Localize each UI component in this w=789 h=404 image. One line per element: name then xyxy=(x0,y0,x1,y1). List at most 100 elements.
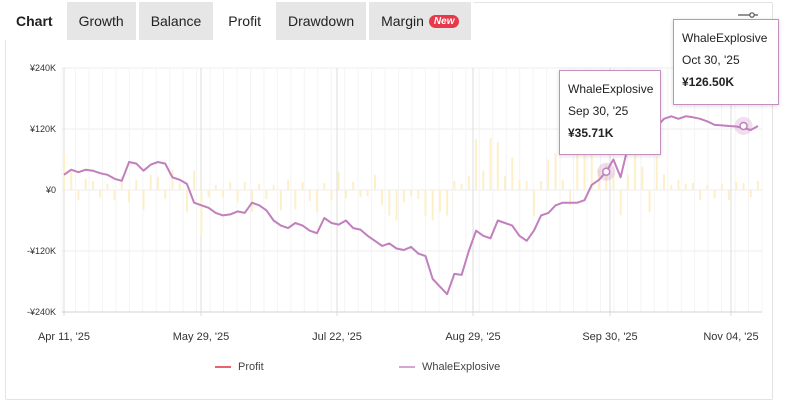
profit-bar xyxy=(178,182,181,190)
profit-bar xyxy=(359,190,362,198)
tooltip-series: WhaleExplosive xyxy=(568,82,654,96)
profit-bar xyxy=(402,190,405,203)
tooltip-sep-30: WhaleExplosive Sep 30, '25 ¥35.71K xyxy=(559,70,661,155)
profit-bar xyxy=(156,176,159,190)
profit-bar xyxy=(438,190,441,212)
profit-bar xyxy=(706,184,709,190)
tooltip-value: ¥126.50K xyxy=(682,75,735,89)
profit-bar xyxy=(460,183,463,190)
profit-bar xyxy=(229,182,232,190)
profit-bar xyxy=(265,190,268,200)
profit-bar xyxy=(272,184,275,190)
profit-bar xyxy=(453,180,456,190)
profit-bar xyxy=(547,159,550,190)
profit-bar xyxy=(287,179,290,190)
tab-label: Drawdown xyxy=(287,13,355,29)
profit-bar xyxy=(655,156,658,190)
x-tick-label: Apr 11, '25 xyxy=(38,331,90,343)
profit-bar xyxy=(691,182,694,190)
tab-drawdown[interactable]: Drawdown xyxy=(275,2,370,40)
profit-bar xyxy=(99,190,102,198)
tab-balance[interactable]: Balance xyxy=(138,2,217,40)
profit-bar xyxy=(648,190,651,213)
profit-bar xyxy=(352,181,355,190)
legend-label: Profit xyxy=(238,361,264,373)
profit-bar xyxy=(330,190,333,201)
profit-bar xyxy=(482,170,485,190)
profit-bar xyxy=(337,171,340,190)
profit-bar xyxy=(720,183,723,190)
profit-bar xyxy=(431,190,434,221)
profit-bar xyxy=(366,190,369,197)
profit-bar xyxy=(316,190,319,213)
profit-bar xyxy=(185,190,188,213)
profit-bars xyxy=(63,138,759,235)
profit-bar xyxy=(113,190,116,201)
tab-label: Balance xyxy=(150,13,202,29)
profit-bar xyxy=(532,190,535,216)
profit-bar xyxy=(663,174,666,190)
tab-label: Margin xyxy=(381,13,424,29)
tab-bar: Chart Growth Balance Profit Drawdown Mar… xyxy=(5,2,475,40)
profit-bar xyxy=(258,183,261,190)
profit-bar xyxy=(193,170,196,190)
profit-bar xyxy=(149,174,152,190)
profit-bar xyxy=(525,180,528,190)
legend-item-whaleexplosive[interactable]: WhaleExplosive xyxy=(399,361,500,373)
x-tick-label: Nov 04, '25 xyxy=(703,331,758,343)
profit-bar xyxy=(424,190,427,216)
profit-bar xyxy=(294,190,297,210)
tab-growth[interactable]: Growth xyxy=(66,2,139,40)
tab-label: Growth xyxy=(78,13,124,29)
profit-bar xyxy=(742,182,745,190)
legend: Profit WhaleExplosive xyxy=(0,361,789,375)
profit-bar xyxy=(301,181,304,190)
profit-bar xyxy=(634,146,637,190)
tooltip-date: Oct 30, '25 xyxy=(682,53,740,67)
profit-bar xyxy=(106,183,109,190)
tab-profit[interactable]: Profit xyxy=(216,2,276,40)
profit-bar xyxy=(250,190,253,213)
profit-bar xyxy=(590,148,593,190)
legend-item-profit[interactable]: Profit xyxy=(215,361,264,373)
tab-chart[interactable]: Chart xyxy=(5,2,67,40)
profit-bar xyxy=(489,138,492,190)
profit-bar xyxy=(236,190,239,203)
profit-bar xyxy=(728,190,731,201)
profit-bar xyxy=(475,139,478,190)
profit-bar xyxy=(735,181,738,190)
profit-bar xyxy=(612,173,615,190)
profit-bar xyxy=(84,178,87,190)
profit-bar xyxy=(323,182,326,190)
profit-bar xyxy=(410,190,412,197)
profit-bar xyxy=(554,153,557,190)
profit-bar xyxy=(214,184,217,190)
profit-bar xyxy=(70,169,73,190)
x-tick-label: Aug 29, '25 xyxy=(445,331,500,343)
profit-bar xyxy=(207,190,210,198)
tab-margin[interactable]: Margin New xyxy=(369,2,475,40)
legend-label: WhaleExplosive xyxy=(422,361,501,373)
tooltip-series: WhaleExplosive xyxy=(682,31,768,45)
profit-bar xyxy=(63,153,65,190)
profit-bar xyxy=(583,154,586,190)
profit-bar xyxy=(135,179,138,190)
x-tick-label: Sep 30, '25 xyxy=(582,331,637,343)
tooltip-value: ¥35.71K xyxy=(568,126,614,140)
y-tick-label: -¥120K xyxy=(27,246,56,256)
profit-bar xyxy=(308,190,311,202)
profit-bar xyxy=(120,175,123,190)
profit-bar xyxy=(91,180,94,190)
y-tick-label: -¥240K xyxy=(27,307,56,317)
profit-bar xyxy=(569,190,572,206)
y-tick-label: ¥120K xyxy=(29,124,56,134)
legend-swatch xyxy=(215,366,231,368)
y-tick-label: ¥0 xyxy=(45,185,56,195)
profit-bar xyxy=(164,190,167,200)
profit-bar xyxy=(496,142,499,190)
new-badge: New xyxy=(428,14,460,28)
x-tick-label: May 29, '25 xyxy=(173,331,230,343)
profit-bar xyxy=(619,190,622,216)
x-tick-label: Jul 22, '25 xyxy=(312,331,362,343)
profit-bar xyxy=(171,169,174,190)
